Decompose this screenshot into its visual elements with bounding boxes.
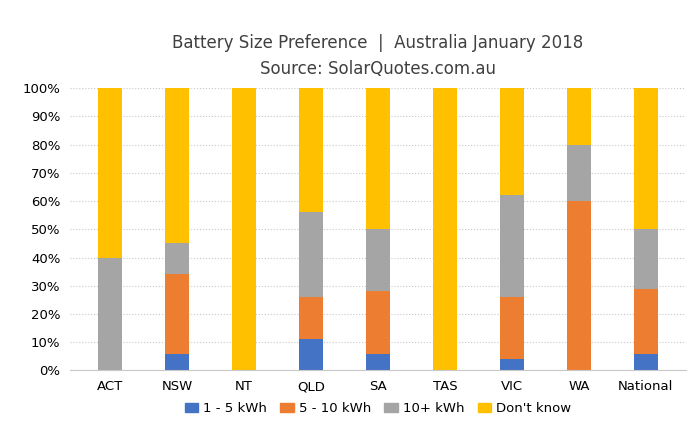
Bar <box>366 292 390 354</box>
Bar <box>300 88 323 213</box>
Bar <box>567 145 591 201</box>
Bar <box>500 195 524 297</box>
Title: Battery Size Preference  |  Australia January 2018
Source: SolarQuotes.com.au: Battery Size Preference | Australia Janu… <box>172 34 584 78</box>
Legend: 1 - 5 kWh, 5 - 10 kWh, 10+ kWh, Don't know: 1 - 5 kWh, 5 - 10 kWh, 10+ kWh, Don't kn… <box>180 397 576 420</box>
Bar <box>634 229 657 288</box>
Bar <box>433 88 456 370</box>
Bar <box>165 274 189 354</box>
Bar <box>366 88 390 229</box>
Bar <box>500 88 524 195</box>
Bar <box>634 354 657 370</box>
Bar <box>634 88 657 229</box>
Bar <box>567 201 591 370</box>
Bar <box>500 359 524 370</box>
Bar <box>300 213 323 297</box>
Bar <box>366 229 390 292</box>
Bar <box>99 88 122 258</box>
Bar <box>366 354 390 370</box>
Bar <box>567 88 591 145</box>
Bar <box>165 354 189 370</box>
Bar <box>99 258 122 370</box>
Bar <box>300 297 323 340</box>
Bar <box>634 288 657 354</box>
Bar <box>500 297 524 359</box>
Bar <box>300 340 323 370</box>
Bar <box>165 88 189 243</box>
Bar <box>232 88 256 370</box>
Bar <box>165 243 189 274</box>
